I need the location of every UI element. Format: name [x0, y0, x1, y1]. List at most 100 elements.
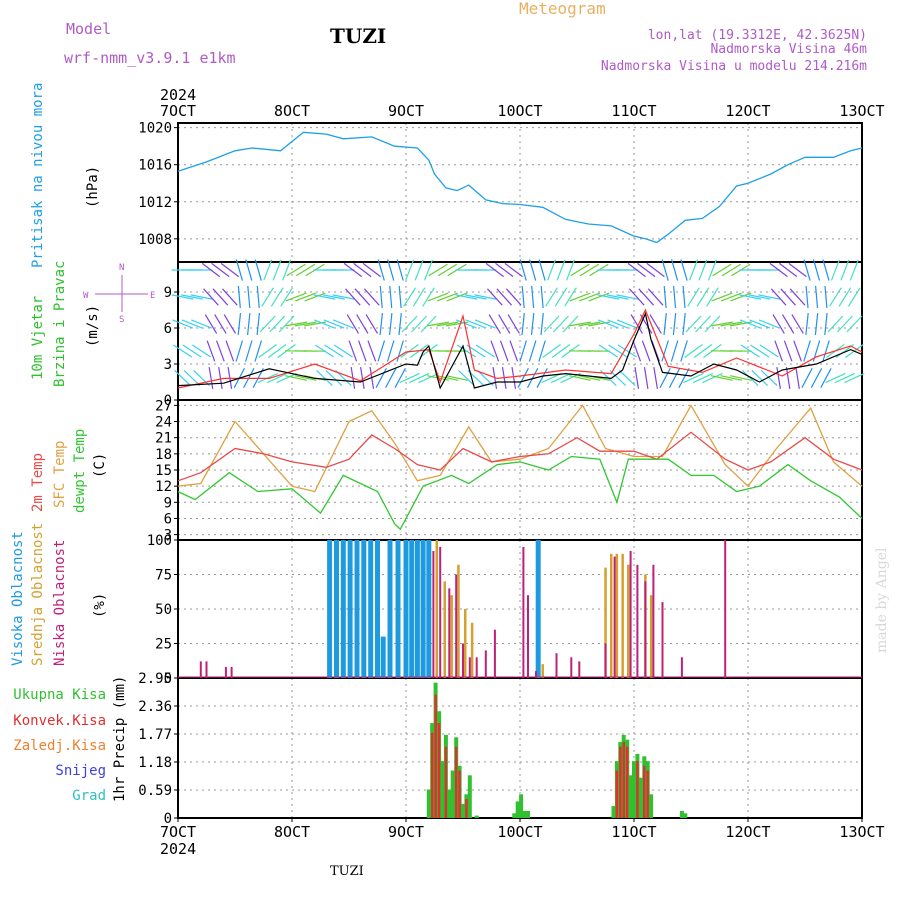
wind-arrow: [748, 294, 771, 300]
bottom-year: 2024: [160, 840, 196, 858]
y-tick-label: 1012: [138, 195, 172, 211]
wind-arrow: [403, 287, 417, 307]
wind-arrow: [578, 321, 601, 327]
wind-arrow: [706, 287, 719, 307]
cloud-bar-low: [613, 556, 616, 678]
cloud-bar-low: [661, 602, 664, 678]
wind-arrow: [377, 259, 385, 281]
wind-arrow: [385, 368, 397, 388]
wind-arrow: [519, 259, 527, 281]
wind-arrow: [712, 263, 732, 277]
cloud-bar-high: [327, 540, 333, 678]
wind-arrow: [638, 288, 655, 306]
wind-arrow: [720, 321, 743, 327]
wind-arrow: [363, 288, 380, 306]
footer-station: TUZI: [330, 864, 364, 879]
wind-arrow: [174, 369, 191, 387]
precip-bar-conv: [636, 761, 639, 818]
wind-arrow: [280, 287, 294, 307]
wind-arrow: [769, 262, 788, 278]
wind-arrow: [295, 292, 317, 302]
wind-arrow: [436, 292, 459, 302]
cloud-bar-mid: [610, 553, 613, 678]
wind-arrow: [490, 340, 500, 362]
cloud-bar-high: [395, 540, 401, 678]
cloud-bar-low: [455, 574, 458, 678]
wind-arrow: [820, 368, 832, 388]
cloud-bar-mid: [435, 540, 438, 678]
wind-gust-line: [177, 308, 863, 389]
precip-bar-total: [679, 810, 684, 818]
wind-arrow: [710, 375, 733, 381]
wind-arrow: [263, 259, 273, 281]
wind-arrow: [710, 321, 733, 327]
cloud-low-label: Niska Oblacnost: [52, 540, 68, 666]
wind-arrow: [801, 368, 813, 388]
wind-arrow: [212, 288, 229, 306]
wind-arrow: [367, 340, 377, 362]
wind-arrow: [446, 375, 468, 381]
elevation: Nadmorska Visina 46m: [710, 42, 867, 57]
cloud-bar-low: [462, 643, 464, 678]
wind-arrow: [258, 344, 277, 358]
wind-arrow: [191, 319, 212, 329]
wind-arrow: [840, 259, 850, 281]
chart-kind: Meteogram: [519, 0, 606, 18]
wind-arrow: [661, 340, 669, 362]
y-tick-label: 27: [155, 398, 172, 414]
wind-arrow: [237, 313, 242, 335]
wind-arrow: [824, 313, 828, 335]
pressure-label: Pritisak na nivou mora: [30, 83, 46, 268]
wind-arrow: [695, 315, 711, 333]
cloud-bar-high: [420, 540, 426, 678]
wind-arrow: [267, 344, 287, 358]
wind-arrow: [659, 368, 671, 388]
wind-arrow: [182, 344, 202, 358]
wind-arrow: [683, 372, 704, 384]
wind-arrow: [628, 288, 645, 306]
wind-arrow: [538, 340, 546, 362]
cloud-bar-low: [724, 540, 727, 678]
wind-arrow: [256, 285, 260, 309]
x-tick-label-bottom: 8OCT: [274, 823, 310, 841]
wind-arrow: [721, 263, 742, 277]
model-label: Model: [66, 20, 111, 38]
wind-arrow: [208, 367, 214, 389]
wind-arrow: [314, 344, 335, 358]
wind-arrow: [530, 313, 535, 335]
x-tick-label-top: 12OCT: [725, 102, 770, 120]
cloud-bar-high: [403, 540, 409, 678]
wind-arrow: [680, 340, 688, 362]
wind-arrow: [377, 340, 386, 362]
wind-arrow: [692, 372, 714, 384]
cloud-bar-low: [439, 546, 442, 678]
dewpt-line: [177, 455, 863, 531]
cloud-bar-mid: [470, 622, 474, 678]
wind-arrow: [485, 262, 504, 278]
precip-snow-label: Snijeg: [55, 763, 106, 779]
wind-arrow: [844, 372, 865, 384]
wind-arrow: [834, 372, 856, 384]
wind-arrow: [270, 287, 284, 307]
precip-bar-total: [461, 803, 465, 818]
wind-arrow: [386, 340, 395, 362]
precip-bar-total: [628, 775, 633, 818]
wind-arrow: [634, 367, 640, 389]
wind-arrow: [829, 287, 842, 307]
y-tick-label: 6: [164, 511, 172, 527]
wind-arrow: [396, 340, 404, 362]
cloud-mid-label: Srednja Oblacnost: [30, 523, 46, 666]
wind-arrow: [704, 315, 721, 333]
precip-bar-conv: [646, 770, 649, 818]
wind-arrow: [639, 314, 653, 334]
wind-arrow: [647, 288, 664, 306]
wind-arrow: [536, 368, 548, 388]
x-tick-label-bottom: 13OCT: [839, 823, 884, 841]
temperature-plot: [177, 404, 863, 531]
precip-bar-conv: [458, 770, 461, 818]
wind-arrow: [641, 340, 651, 362]
wind-arrow: [671, 259, 679, 281]
wind-arrow: [543, 315, 560, 333]
wind-arrow: [486, 288, 503, 306]
wind-arrow: [354, 288, 371, 306]
